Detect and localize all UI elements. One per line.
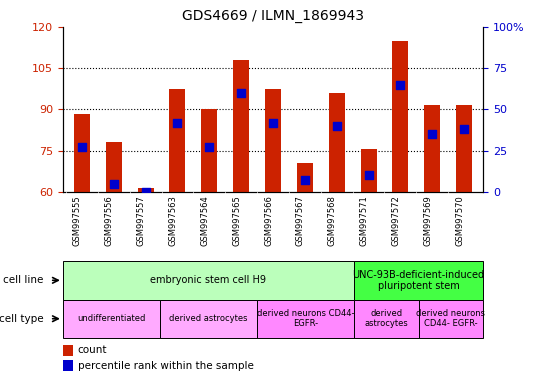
Bar <box>419 300 483 338</box>
Point <box>237 90 246 96</box>
Point <box>364 172 373 179</box>
Title: GDS4669 / ILMN_1869943: GDS4669 / ILMN_1869943 <box>182 9 364 23</box>
Text: embryonic stem cell H9: embryonic stem cell H9 <box>150 275 266 285</box>
Text: derived astrocytes: derived astrocytes <box>169 314 247 323</box>
Text: derived neurons
CD44- EGFR-: derived neurons CD44- EGFR- <box>417 309 485 328</box>
Bar <box>257 300 354 338</box>
Text: cell line: cell line <box>3 275 43 285</box>
Text: GSM997566: GSM997566 <box>264 195 273 246</box>
Text: GSM997555: GSM997555 <box>73 195 82 246</box>
Text: GSM997565: GSM997565 <box>232 195 241 246</box>
Text: GSM997571: GSM997571 <box>360 195 369 246</box>
Text: GSM997568: GSM997568 <box>328 195 337 246</box>
Text: undifferentiated: undifferentiated <box>77 314 145 323</box>
Bar <box>393 41 408 192</box>
Bar <box>424 105 440 192</box>
Bar <box>63 261 354 300</box>
Bar <box>106 142 122 192</box>
Bar <box>74 114 90 192</box>
Text: derived neurons CD44-
EGFR-: derived neurons CD44- EGFR- <box>257 309 354 328</box>
Bar <box>138 188 153 192</box>
Text: cell type: cell type <box>0 314 43 324</box>
Text: UNC-93B-deficient-induced
pluripotent stem: UNC-93B-deficient-induced pluripotent st… <box>353 270 485 291</box>
Text: GSM997569: GSM997569 <box>423 195 432 246</box>
Bar <box>265 89 281 192</box>
Point <box>333 123 341 129</box>
Point <box>109 181 118 187</box>
Point <box>300 177 309 184</box>
Text: GSM997570: GSM997570 <box>455 195 464 246</box>
Bar <box>360 149 377 192</box>
Text: GSM997567: GSM997567 <box>296 195 305 246</box>
Point <box>269 119 277 126</box>
Bar <box>63 345 73 356</box>
Bar <box>354 300 419 338</box>
Bar <box>63 360 73 371</box>
Text: count: count <box>78 345 107 355</box>
Text: GSM997556: GSM997556 <box>105 195 114 246</box>
Bar <box>169 89 186 192</box>
Bar <box>329 93 345 192</box>
Text: derived
astrocytes: derived astrocytes <box>364 309 408 328</box>
Bar <box>63 300 160 338</box>
Bar <box>233 60 249 192</box>
Text: percentile rank within the sample: percentile rank within the sample <box>78 361 253 371</box>
Point <box>460 126 468 132</box>
Text: GSM997557: GSM997557 <box>136 195 146 246</box>
Point <box>396 82 405 88</box>
Text: GSM997563: GSM997563 <box>169 195 177 246</box>
Point <box>141 189 150 195</box>
Text: GSM997564: GSM997564 <box>200 195 209 246</box>
Point <box>205 144 213 151</box>
Point <box>428 131 437 137</box>
Bar <box>160 300 257 338</box>
Point <box>173 119 182 126</box>
Point <box>78 144 86 151</box>
Bar <box>354 261 483 300</box>
Text: GSM997572: GSM997572 <box>391 195 400 246</box>
Bar <box>297 163 313 192</box>
Bar <box>201 109 217 192</box>
Bar <box>456 105 472 192</box>
